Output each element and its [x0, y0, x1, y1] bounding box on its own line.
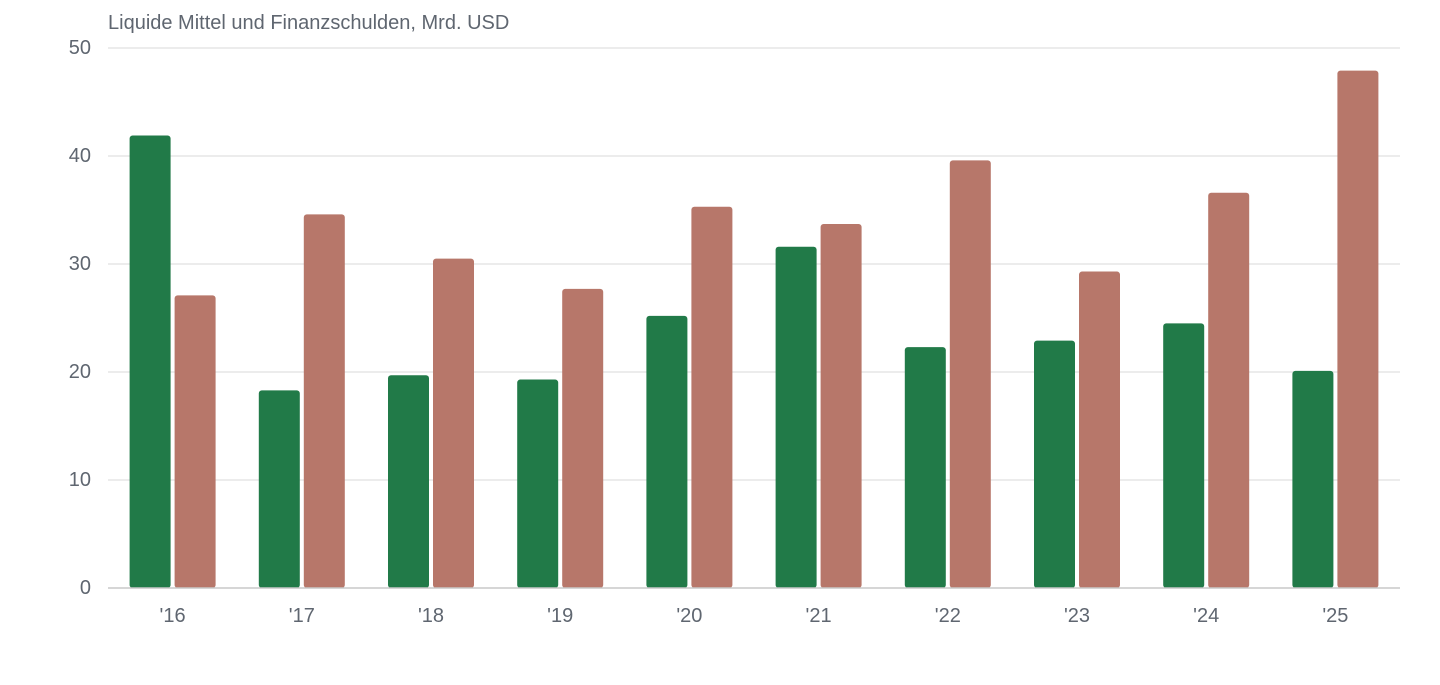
bar	[1163, 323, 1205, 588]
bar	[1337, 70, 1379, 589]
x-tick-label: '19	[547, 605, 573, 627]
y-tick-label: 50	[69, 37, 91, 59]
chart-title: Liquide Mittel und Finanzschulden, Mrd. …	[108, 12, 510, 34]
x-tick-label: '25	[1322, 605, 1348, 627]
x-tick-label: '22	[935, 605, 961, 627]
x-tick-label: '18	[418, 605, 444, 627]
x-tick-label: '20	[676, 605, 702, 627]
bar	[388, 375, 429, 588]
axes: 0 10 20 30 40 50 '16 '17 '18 '19 '20 '21 '22 '23 '24 '2…	[69, 37, 1400, 627]
x-tick-label: '24	[1193, 605, 1219, 627]
x-tick-label: '21	[806, 605, 832, 627]
y-tick-label: 30	[69, 253, 91, 275]
y-tick-label: 40	[69, 145, 91, 167]
bar	[949, 160, 991, 588]
x-tick-label: '17	[289, 605, 315, 627]
bar	[820, 224, 862, 589]
bar	[904, 347, 946, 588]
bar	[258, 390, 300, 588]
bar	[1034, 340, 1075, 588]
bar	[303, 214, 345, 588]
bar	[1208, 192, 1250, 588]
y-tick-label: 10	[69, 469, 91, 491]
y-tick-label: 20	[69, 361, 91, 383]
bar	[646, 315, 688, 588]
x-tick-label: '16	[160, 605, 186, 627]
bar	[1292, 370, 1334, 588]
bar	[129, 135, 171, 589]
bar	[517, 379, 559, 588]
bar	[433, 258, 474, 588]
x-tick-label: '23	[1064, 605, 1090, 627]
bar	[1079, 271, 1120, 588]
bar	[775, 246, 817, 588]
bars	[129, 70, 1379, 589]
y-tick-label: 0	[80, 577, 91, 599]
gridlines	[108, 47, 1400, 481]
bar	[562, 288, 604, 588]
bar	[174, 295, 216, 588]
bar	[691, 206, 733, 588]
